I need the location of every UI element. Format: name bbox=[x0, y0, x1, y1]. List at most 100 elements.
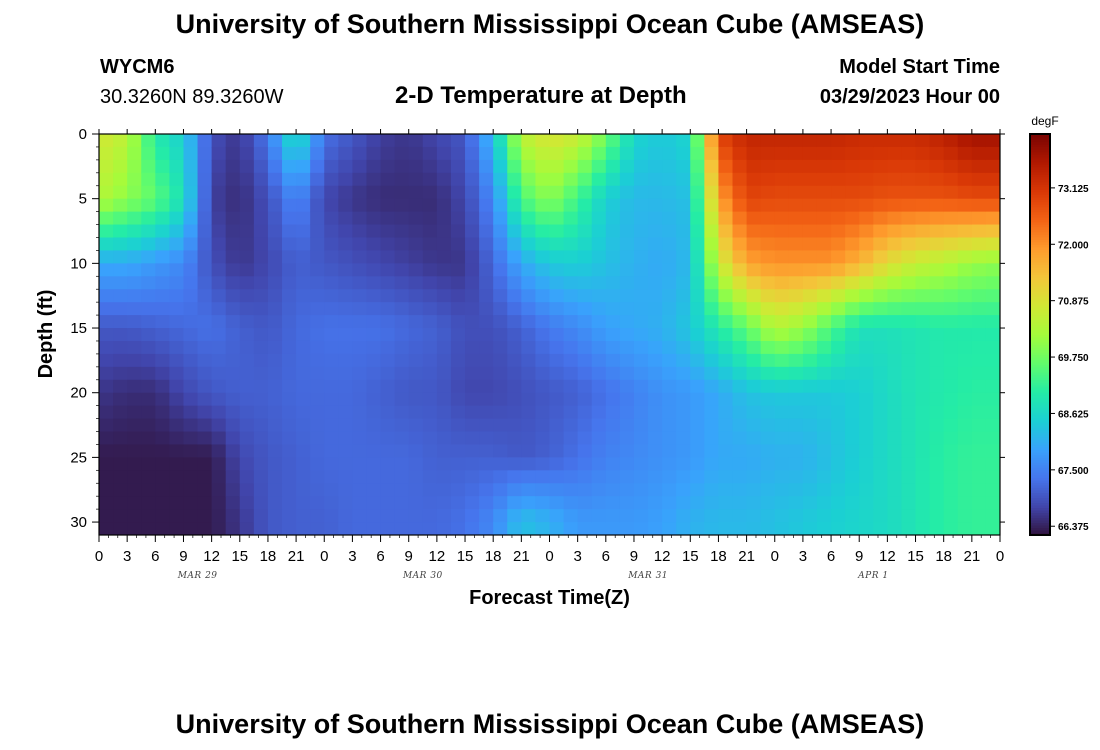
heatmap-cell bbox=[211, 340, 227, 355]
heatmap-cell bbox=[845, 263, 860, 277]
heatmap-cell bbox=[760, 340, 776, 355]
heatmap-cell bbox=[338, 289, 354, 303]
heatmap-cell bbox=[352, 431, 368, 446]
x-tick-label: 12 bbox=[879, 548, 896, 565]
heatmap-cell bbox=[197, 250, 213, 264]
x-tick-label: 12 bbox=[654, 548, 671, 565]
heatmap-cell bbox=[422, 328, 438, 342]
heatmap-cell bbox=[394, 134, 410, 148]
heatmap-cell bbox=[619, 211, 635, 226]
heatmap-cell bbox=[633, 289, 649, 303]
heatmap-cell bbox=[450, 237, 466, 252]
heatmap-cell bbox=[493, 457, 508, 471]
heatmap-cell bbox=[225, 146, 241, 161]
heatmap-cell bbox=[577, 379, 593, 394]
heatmap-cell bbox=[887, 146, 903, 161]
heatmap-cell bbox=[746, 328, 762, 342]
heatmap-cell bbox=[141, 250, 156, 264]
heatmap-cell bbox=[591, 392, 607, 407]
heatmap-cell bbox=[718, 185, 734, 200]
colorbar-segment bbox=[1030, 246, 1050, 250]
heatmap-cell bbox=[239, 392, 255, 407]
heatmap-cell bbox=[605, 263, 621, 277]
heatmap-cell bbox=[605, 224, 621, 239]
colorbar-segment bbox=[1030, 269, 1050, 273]
heatmap-cell bbox=[929, 250, 945, 264]
heatmap-cell bbox=[253, 237, 269, 252]
heatmap-cell bbox=[971, 340, 987, 355]
colorbar-segment bbox=[1030, 299, 1050, 303]
heatmap-cell bbox=[690, 457, 705, 471]
heatmap-cell bbox=[422, 198, 438, 213]
heatmap-cell bbox=[704, 405, 720, 420]
colorbar-segment bbox=[1030, 289, 1050, 293]
heatmap-cell bbox=[141, 159, 156, 174]
heatmap-cell bbox=[338, 522, 354, 535]
heatmap-cell bbox=[802, 250, 818, 264]
heatmap-cell bbox=[394, 483, 410, 497]
heatmap-cell bbox=[774, 315, 790, 329]
heatmap-cell bbox=[422, 509, 438, 523]
heatmap-cell bbox=[479, 198, 494, 213]
heatmap-cell bbox=[422, 315, 438, 329]
heatmap-cell bbox=[338, 444, 354, 458]
heatmap-cell bbox=[422, 185, 438, 200]
colorbar-segment bbox=[1030, 326, 1050, 331]
heatmap-cell bbox=[507, 366, 522, 381]
heatmap-cell bbox=[296, 444, 311, 458]
heatmap-cell bbox=[859, 198, 874, 213]
heatmap-cell bbox=[113, 198, 128, 213]
heatmap-cell bbox=[436, 379, 452, 394]
heatmap-cell bbox=[859, 185, 874, 200]
heatmap-cell bbox=[676, 522, 691, 535]
heatmap-cell bbox=[521, 328, 537, 342]
heatmap-cell bbox=[338, 496, 354, 510]
heatmap-cell bbox=[197, 276, 213, 290]
x-tick-label: 6 bbox=[376, 548, 384, 565]
heatmap-cell bbox=[169, 159, 185, 174]
heatmap-cell bbox=[99, 237, 114, 252]
heatmap-cell bbox=[493, 172, 508, 187]
heatmap-cell bbox=[436, 315, 452, 329]
heatmap-cell bbox=[873, 418, 888, 433]
heatmap-cell bbox=[183, 328, 199, 342]
heatmap-cell bbox=[282, 379, 297, 394]
heatmap-cell bbox=[296, 134, 311, 148]
heatmap-cell bbox=[662, 289, 677, 303]
heatmap-cell bbox=[267, 379, 283, 394]
heatmap-cell bbox=[662, 496, 677, 510]
heatmap-cell bbox=[760, 211, 776, 226]
colorbar-segment bbox=[1030, 239, 1050, 243]
heatmap-cell bbox=[676, 483, 691, 497]
heatmap-cell bbox=[929, 159, 945, 174]
colorbar-tick-label: 72.000 bbox=[1058, 240, 1089, 251]
heatmap-cell bbox=[549, 211, 565, 226]
heatmap-cell bbox=[915, 237, 931, 252]
colorbar-segment bbox=[1030, 349, 1050, 353]
heatmap-cell bbox=[662, 522, 677, 535]
heatmap-cell bbox=[901, 483, 917, 497]
heatmap-cell bbox=[577, 185, 593, 200]
heatmap-cell bbox=[943, 289, 959, 303]
heatmap-cell bbox=[816, 263, 832, 277]
heatmap-cell bbox=[422, 379, 438, 394]
heatmap-cell bbox=[957, 405, 973, 420]
heatmap-cell bbox=[957, 263, 973, 277]
heatmap-cell bbox=[873, 185, 888, 200]
heatmap-cell bbox=[577, 263, 593, 277]
heatmap-cell bbox=[802, 392, 818, 407]
heatmap-cell bbox=[619, 289, 635, 303]
heatmap-cell bbox=[493, 392, 508, 407]
heatmap-cell bbox=[859, 522, 874, 535]
heatmap-cell bbox=[816, 405, 832, 420]
heatmap-cell bbox=[915, 263, 931, 277]
heatmap-cell bbox=[901, 457, 917, 471]
heatmap-cell bbox=[535, 340, 551, 355]
heatmap-cell bbox=[225, 172, 241, 187]
heatmap-cell bbox=[802, 185, 818, 200]
heatmap-cell bbox=[549, 444, 565, 458]
heatmap-cell bbox=[225, 302, 241, 316]
heatmap-cell bbox=[535, 444, 551, 458]
heatmap-cell bbox=[859, 366, 874, 381]
colorbar-segment bbox=[1030, 527, 1050, 531]
